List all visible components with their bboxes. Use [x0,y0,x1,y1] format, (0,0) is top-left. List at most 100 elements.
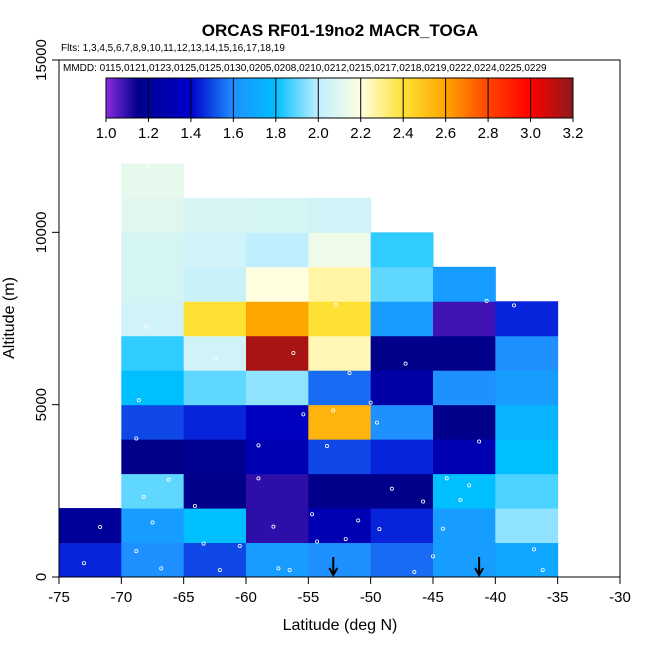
sample-point [287,568,292,573]
heatmap-cell [370,335,434,371]
heatmap-cell [183,232,247,268]
colorbar-tick-label: 2.6 [435,125,456,142]
flights-note: Flts: 1,3,4,5,6,7,8,9,10,11,12,13,14,15,… [61,43,285,54]
heatmap-cells [59,163,559,578]
y-axis: 0 5000 10000 15000 [33,39,59,581]
heatmap-cell [121,370,185,406]
heatmap-cell [495,370,559,406]
sample-point [301,412,306,417]
heatmap-cell [370,370,434,406]
heatmap-cell [495,473,559,509]
sample-point [192,503,197,508]
heatmap-cell [121,335,185,371]
heatmap-cell [183,266,247,302]
colorbar-tick-label: 3.0 [520,125,541,142]
down-arrow-icon [328,557,339,578]
x-tick-label: -30 [609,589,631,606]
heatmap-cell [121,232,185,268]
sample-point [325,444,330,449]
heatmap-cell [308,232,372,268]
heatmap-cell [246,232,309,268]
sample-point [201,541,206,546]
sample-point [331,408,336,413]
sample-point [212,356,217,361]
y-tick-label: 5000 [33,388,50,421]
heatmap-cell [121,301,185,337]
heatmap-cell [246,439,309,475]
sample-point [512,303,517,308]
sample-point [144,324,149,329]
down-arrow-icon [474,557,484,578]
y-axis-label: Altitude (m) [1,277,18,359]
colorbar-tick-label: 2.4 [393,125,414,142]
sample-point [256,476,261,481]
sample-point [134,549,139,554]
heatmap-cell [183,370,247,406]
x-tick-label: -35 [547,589,569,606]
sample-point [389,486,394,491]
sample-point [291,350,296,355]
sample-point [347,370,352,375]
heatmap-cell [183,508,247,544]
heatmap-cell [495,335,559,371]
sample-point [134,436,139,441]
heatmap-cell [246,335,309,371]
sample-point [377,527,382,532]
sample-point [430,554,435,559]
sample-point [368,400,373,405]
heatmap-cell [370,508,434,544]
heatmap-cell [59,542,122,578]
heatmap-cell [246,542,309,578]
heatmap-cell [308,508,372,544]
heatmap-cell [433,439,496,475]
sample-point [412,569,417,574]
sample-point [356,518,361,523]
heatmap-cell [433,542,496,578]
heatmap-cell [495,404,559,440]
sample-point [98,525,103,530]
heatmap-cell [433,404,496,440]
sample-point [237,543,242,548]
sample-point [315,539,320,544]
heatmap-cell [370,404,434,440]
y-tick-label: 15000 [33,39,50,81]
heatmap-cell [308,542,372,578]
x-axis: -75 -70 -65 -60 -55 -50 -45 -40 -35 -30 [48,577,631,606]
colorbar-tick-label: 2.8 [478,125,499,142]
heatmap-cell [495,439,559,475]
heatmap-cell [183,335,247,371]
heatmap-cell [370,301,434,337]
heatmap-cell [121,404,185,440]
heatmap-cell [121,439,185,475]
sample-point [145,164,150,169]
colorbar-tick-label: 3.2 [563,125,584,142]
sample-point [531,547,536,552]
colorbar-tick-label: 1.4 [180,125,201,142]
heatmap-cell [121,266,185,302]
plot-frame [58,59,621,578]
heatmap-cell [308,370,372,406]
sample-point [136,398,141,403]
heatmap-cell [121,508,185,544]
x-tick-label: -70 [110,589,132,606]
heatmap-cell [121,163,185,199]
sample-point [440,526,445,531]
heatmap-cell [370,266,434,302]
y-tick-label: 10000 [33,211,50,253]
sample-point [477,439,482,444]
colorbar-tick-label: 2.2 [350,125,371,142]
sample-point [150,520,155,525]
dates-note: MMDD: 0115,0121,0123,0125,0125,0130,0205… [63,63,547,74]
colorbar-gradient [105,77,574,119]
heatmap-cell [121,542,185,578]
sample-point [271,524,276,529]
sample-point [276,566,281,571]
heatmap-cell [183,197,247,233]
heatmap-cell [246,508,309,544]
x-tick-label: -55 [297,589,319,606]
flight-arrows [328,557,484,578]
sample-point [256,443,261,448]
heatmap-cell [308,404,372,440]
heatmap-cell [183,473,247,509]
heatmap-cell [433,266,496,302]
